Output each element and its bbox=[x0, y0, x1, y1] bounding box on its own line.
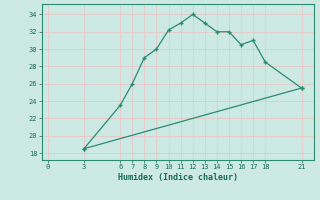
X-axis label: Humidex (Indice chaleur): Humidex (Indice chaleur) bbox=[118, 173, 237, 182]
